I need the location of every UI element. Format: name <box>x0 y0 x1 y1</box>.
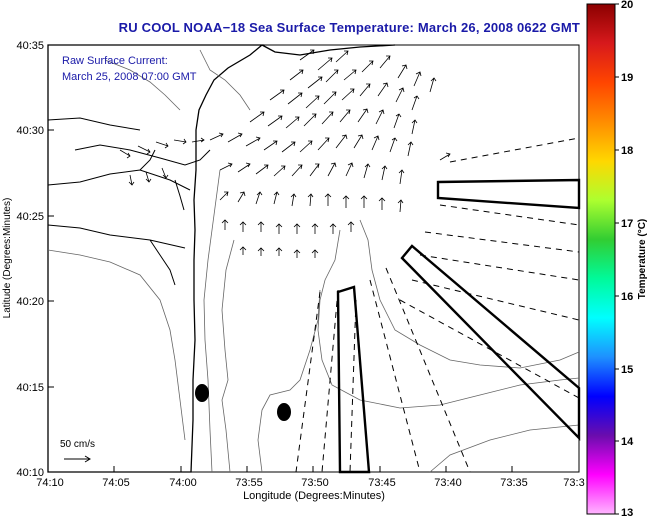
x-tick-label: 74:05 <box>102 477 130 489</box>
x-axis-label: Longitude (Degrees:Minutes) <box>243 490 385 502</box>
x-tick-label: 73:3 <box>563 477 584 489</box>
colorbar <box>586 3 616 515</box>
raw-current-date: March 25, 2008 07:00 GMT <box>62 71 197 83</box>
y-tick-label: 40:30 <box>16 125 44 137</box>
raw-current-label: Raw Surface Current: <box>62 55 168 67</box>
long-island-shore <box>261 44 396 56</box>
bay-shoreline <box>47 149 191 286</box>
y-axis: 40:35 40:30 40:25 40:20 40:15 40:10 <box>16 40 54 479</box>
x-tick-label: 74:00 <box>169 477 197 489</box>
x-tick-label: 73:35 <box>500 477 528 489</box>
y-axis-label: Latitude (Degrees:Minutes) <box>2 198 13 319</box>
y-tick-label: 40:10 <box>16 467 44 479</box>
scale-arrow <box>64 455 91 463</box>
y-tick-label: 40:25 <box>16 211 44 223</box>
bathymetry-contours <box>47 49 580 473</box>
x-axis: 74:10 74:05 74:00 73:55 73:50 73:45 73:4… <box>36 466 585 489</box>
colorbar-tick-label: 19 <box>621 72 633 84</box>
y-tick-label: 40:15 <box>16 382 44 394</box>
x-tick-label: 73:50 <box>301 477 329 489</box>
radar-boxes <box>336 178 581 474</box>
land-area <box>47 44 264 473</box>
radar-beam-lines <box>295 137 580 473</box>
x-tick-label: 73:45 <box>368 477 396 489</box>
scale-label: 50 cm/s <box>60 439 95 450</box>
colorbar-tick-label: 13 <box>621 507 633 518</box>
y-tick-label: 40:20 <box>16 296 44 308</box>
raritan-bay <box>47 117 211 166</box>
colorbar-ticks: 20 19 18 17 16 15 14 13 <box>615 0 634 518</box>
colorbar-tick-label: 15 <box>621 364 633 376</box>
colorbar-tick-label: 16 <box>621 291 633 303</box>
colorbar-tick-label: 20 <box>621 0 633 11</box>
colorbar-label: Temperature (°C) <box>637 219 648 300</box>
buoy-marker <box>277 403 291 421</box>
buoy-marker <box>195 384 209 402</box>
colorbar-tick-label: 18 <box>621 145 633 157</box>
x-tick-label: 74:10 <box>36 477 64 489</box>
x-tick-label: 73:40 <box>434 477 462 489</box>
surface-current-vectors <box>119 49 451 258</box>
y-tick-label: 40:35 <box>16 40 44 52</box>
colorbar-tick-label: 14 <box>621 436 634 448</box>
colorbar-tick-label: 17 <box>621 218 633 230</box>
x-tick-label: 73:55 <box>235 477 263 489</box>
map-title: RU COOL NOAA−18 Sea Surface Temperature:… <box>118 20 580 35</box>
